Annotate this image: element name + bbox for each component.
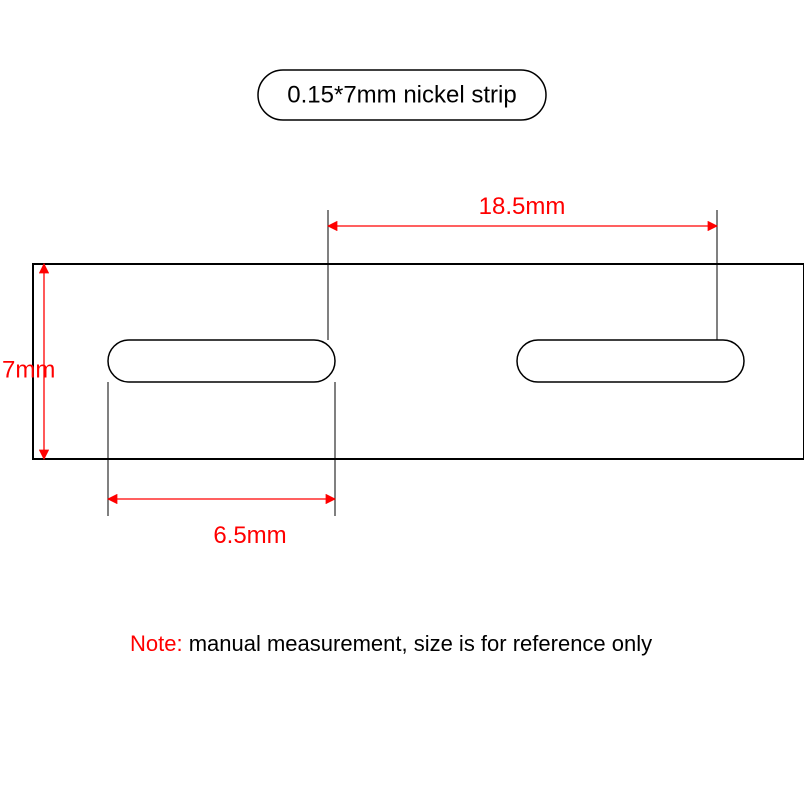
diagram-canvas: 0.15*7mm nickel strip 7mm 18.5mm 6.5mm N… xyxy=(0,0,804,800)
note-prefix: Note: xyxy=(130,631,183,656)
note-text: Note: manual measurement, size is for re… xyxy=(130,631,652,656)
dim-pitch-label: 18.5mm xyxy=(479,193,566,220)
slot-1 xyxy=(517,340,744,382)
dim-slotlen-label: 6.5mm xyxy=(213,522,286,549)
note-rest: manual measurement, size is for referenc… xyxy=(183,631,653,656)
title-text: 0.15*7mm nickel strip xyxy=(287,81,516,108)
nickel-strip xyxy=(33,264,804,459)
dim-height-label: 7mm xyxy=(2,356,55,383)
slot-0 xyxy=(108,340,335,382)
title-box: 0.15*7mm nickel strip xyxy=(258,70,546,120)
